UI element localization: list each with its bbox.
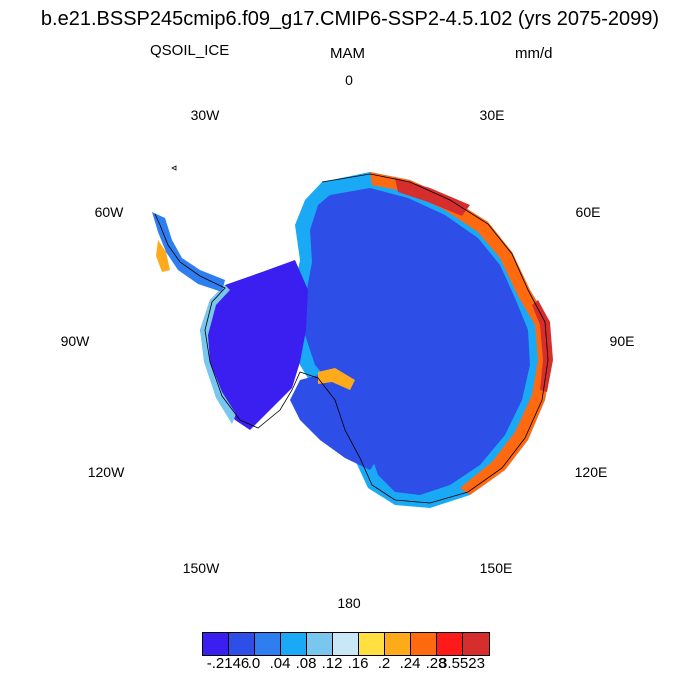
colorbar-tick-label: 3.5523 (439, 655, 485, 672)
colorbar-box (411, 633, 437, 655)
colorbar-box (385, 633, 411, 655)
colorbar-tick-label: .24 (399, 655, 421, 672)
colorbar-box (437, 633, 463, 655)
plot-title: b.e21.BSSP245cmip6.f09_g17.CMIP6-SSP2-4.… (40, 8, 660, 30)
lon-label-120w: 120W (87, 464, 125, 480)
colorbar-box (203, 633, 229, 655)
lon-label-30w: 30W (190, 107, 220, 123)
west-antarctica-edge (200, 285, 236, 424)
colorbar (202, 632, 490, 656)
lon-label-90w: 90W (60, 333, 90, 349)
lon-label-150e: 150E (479, 560, 513, 576)
coastline (154, 173, 549, 504)
lon-label-60w: 60W (94, 204, 124, 220)
east-coast-red-patch (395, 178, 470, 216)
colorbar-box (463, 633, 489, 655)
colorbar-tick-label: -.2146 (206, 655, 250, 672)
lon-label-90e: 90E (609, 333, 635, 349)
units-label: mm/d (515, 45, 553, 62)
ross-ice-region (290, 372, 380, 470)
east-coast-high-band (370, 172, 552, 495)
colorbar-box (307, 633, 333, 655)
colorbar-labels: -.2146.0 .04.08.12.16 .2 .24.28 3.5523 (202, 655, 502, 675)
west-antarctica (200, 260, 308, 430)
colorbar-tick-label: .04 (269, 655, 291, 672)
lon-label-0: 0 (345, 72, 353, 88)
colorbar-box (333, 633, 359, 655)
colorbar-box (255, 633, 281, 655)
lon-label-30e: 30E (479, 107, 505, 123)
colorbar-box (229, 633, 255, 655)
lon-label-150w: 150W (182, 560, 220, 576)
season-label: MAM (330, 45, 365, 62)
colorbar-box (281, 633, 307, 655)
antarctic-peninsula (152, 212, 225, 292)
lon-label-180: 180 (337, 595, 361, 611)
east-coast-red-patch-2 (532, 300, 553, 392)
lon-label-120e: 120E (574, 464, 608, 480)
colorbar-tick-label: .0 (247, 655, 261, 672)
colorbar-tick-label: .28 (425, 655, 447, 672)
colorbar-box (359, 633, 385, 655)
ross-warm-streak (318, 368, 355, 390)
colorbar-tick-label: .08 (295, 655, 317, 672)
colorbar-tick-label: .12 (321, 655, 343, 672)
lon-label-60e: 60E (575, 204, 601, 220)
island-outline (171, 165, 177, 171)
colorbar-tick-label: .2 (377, 655, 391, 672)
peninsula-warm-tip (156, 240, 170, 272)
colorbar-tick-label: .16 (347, 655, 369, 672)
variable-label: QSOIL_ICE (150, 42, 230, 59)
